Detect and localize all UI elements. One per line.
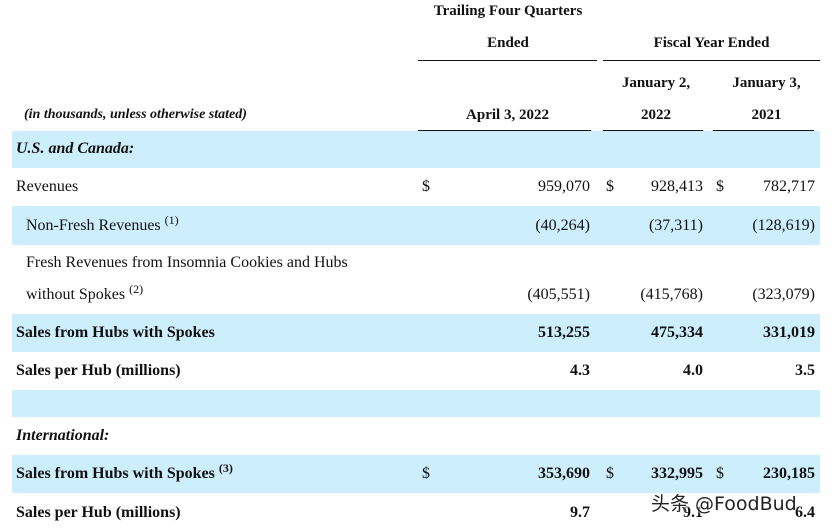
cell-value: 513,255 — [538, 324, 590, 341]
table-row — [12, 455, 820, 493]
footnote-ref: (2) — [129, 282, 144, 296]
table-row — [12, 390, 820, 417]
cell-value: (128,619) — [752, 217, 815, 234]
row-label: without Spokes (2) — [26, 282, 144, 303]
cell-value: 959,070 — [538, 178, 590, 195]
row-label: Fresh Revenues from Insomnia Cookies and… — [26, 254, 348, 271]
table-row — [12, 417, 820, 455]
footnote-ref: (1) — [164, 213, 179, 227]
row-label: Sales from Hubs with Spokes — [16, 324, 215, 341]
row-label: Sales per Hub (millions) — [16, 362, 181, 379]
table-row — [12, 206, 820, 245]
column-header: 2021 — [751, 107, 782, 123]
watermark: 头条 @FoodBud — [651, 493, 797, 515]
row-label: Sales per Hub (millions) — [16, 504, 181, 521]
cell-value: 9.1 — [683, 504, 703, 521]
column-header: January 2, — [621, 75, 691, 91]
units-note: (in thousands, unless otherwise stated) — [24, 107, 247, 122]
currency-sign: $ — [716, 178, 724, 195]
cell-value: 332,995 — [651, 465, 703, 482]
cell-value: 928,413 — [651, 178, 703, 195]
rule — [603, 130, 703, 131]
currency-sign: $ — [606, 178, 614, 195]
cell-value: 331,019 — [763, 324, 815, 341]
cell-value: 4.3 — [570, 362, 590, 379]
header-group: Ended — [487, 35, 529, 51]
column-header: 2022 — [641, 107, 671, 123]
row-label: International: — [16, 427, 110, 444]
row-label: Sales from Hubs with Spokes (3) — [16, 461, 233, 482]
cell-value: (405,551) — [527, 286, 590, 303]
column-header: January 3, — [732, 75, 801, 91]
column-header: April 3, 2022 — [466, 107, 549, 123]
currency-sign: $ — [716, 465, 724, 482]
header-group: Trailing Four Quarters — [433, 3, 583, 19]
rule — [713, 130, 814, 131]
currency-sign: $ — [422, 178, 430, 195]
cell-value: (40,264) — [535, 217, 590, 234]
table-row — [12, 131, 820, 168]
cell-value: (37,311) — [648, 217, 703, 234]
cell-value: 6.4 — [795, 504, 815, 521]
footnote-ref: (3) — [218, 461, 233, 475]
row-label: Revenues — [16, 178, 79, 195]
cell-value: 3.5 — [795, 362, 815, 379]
cell-value: 353,690 — [538, 465, 590, 482]
row-label: U.S. and Canada: — [16, 140, 135, 157]
row-label: Non-Fresh Revenues (1) — [26, 213, 179, 234]
cell-value: 475,334 — [651, 324, 703, 341]
rule — [418, 130, 591, 131]
currency-sign: $ — [422, 465, 430, 482]
cell-value: 230,185 — [763, 465, 815, 482]
header-group: Fiscal Year Ended — [653, 35, 770, 51]
cell-value: 9.7 — [570, 504, 590, 521]
rule — [418, 60, 597, 61]
cell-value: 782,717 — [763, 178, 815, 195]
cell-value: (415,768) — [640, 286, 703, 303]
rule — [603, 60, 820, 61]
currency-sign: $ — [606, 465, 614, 482]
cell-value: (323,079) — [752, 286, 815, 303]
cell-value: 4.0 — [683, 362, 703, 379]
table-row — [12, 314, 820, 352]
